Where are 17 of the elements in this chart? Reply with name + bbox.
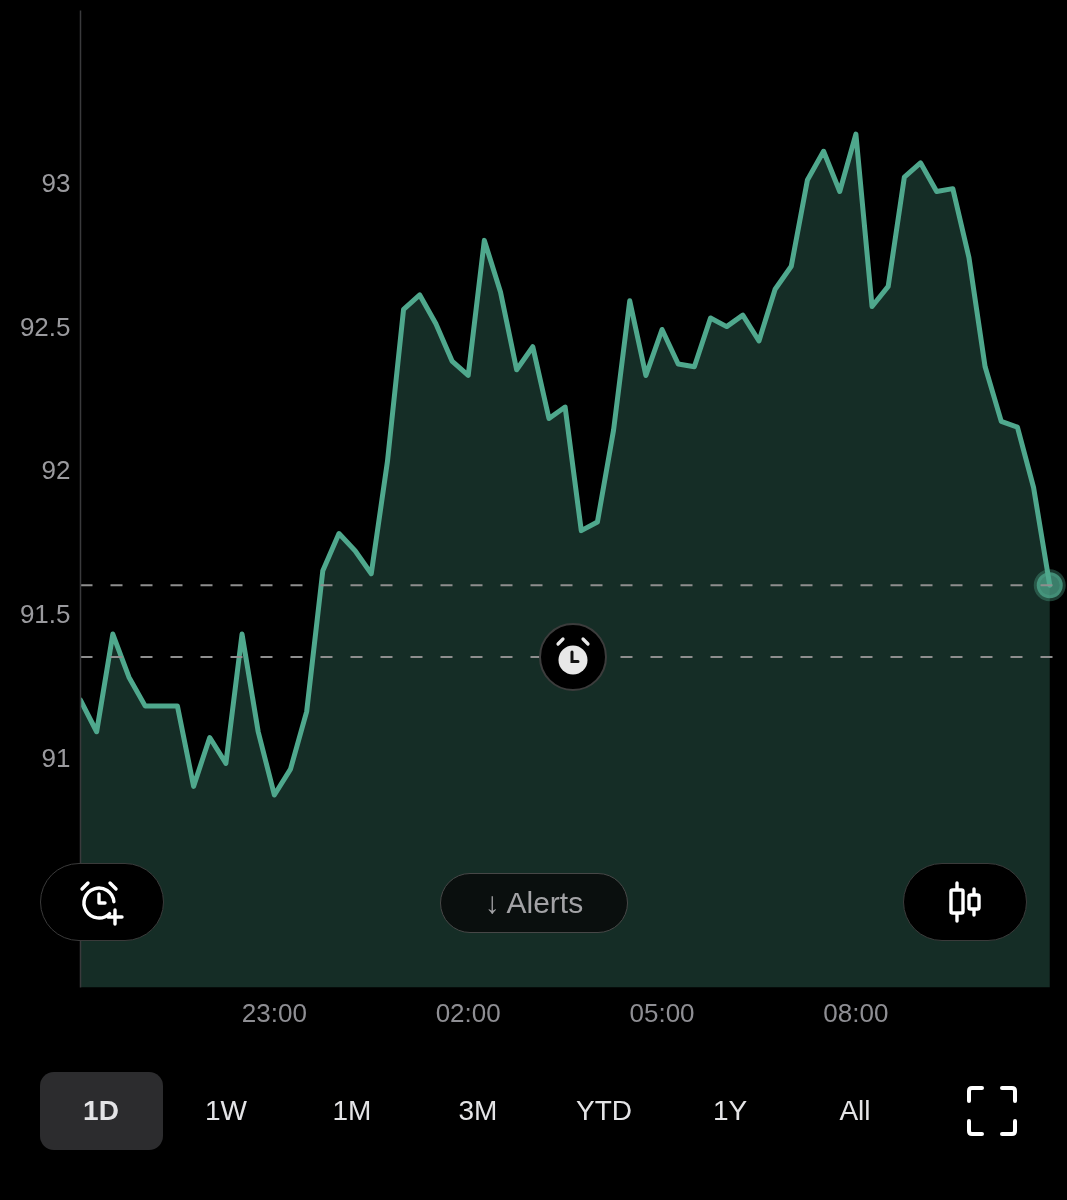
x-tick-label: 05:00 (629, 997, 695, 1028)
text: All (839, 1094, 871, 1128)
annotation: ↓ Alerts (440, 873, 628, 933)
y-tick-label: 91.5 (19, 598, 71, 629)
text: 1Y (712, 1094, 748, 1128)
y-tick-label: 92 (41, 455, 71, 486)
text: YTD (576, 1094, 632, 1128)
x-tick-label: 02:00 (435, 997, 501, 1028)
text: 1W (205, 1094, 247, 1128)
text: 1M (332, 1094, 372, 1128)
text: 1D (83, 1094, 119, 1128)
text: 3M (458, 1094, 498, 1128)
x-tick-label: 23:00 (241, 997, 307, 1028)
y-tick-label: 92.5 (19, 311, 71, 342)
y-tick-label: 91 (41, 742, 71, 773)
x-tick-label: 08:00 (823, 997, 889, 1028)
y-tick-label: 93 (41, 167, 71, 198)
